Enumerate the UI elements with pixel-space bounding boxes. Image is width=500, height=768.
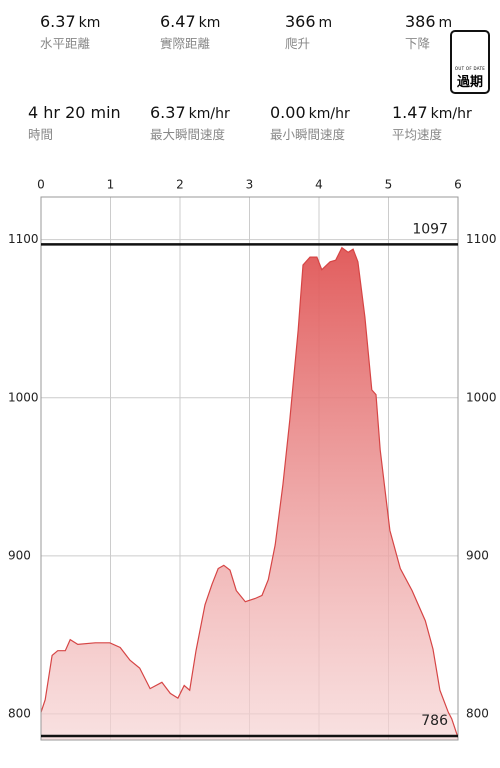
stat-value: 366 <box>285 12 316 31</box>
stat-label: 下降 <box>405 36 431 51</box>
x-tick-label: 5 <box>385 178 393 192</box>
stat: 6.37 km 水平距離 <box>40 12 100 52</box>
y2-tick-label: 1000 <box>466 390 497 404</box>
stat-label: 最小瞬間速度 <box>270 127 346 142</box>
stat-unit: km/hr <box>188 106 230 122</box>
y2-tick-label: 800 <box>466 706 489 720</box>
reference-label: 1097 <box>412 221 448 237</box>
stat-value: 6.37 <box>150 103 186 122</box>
elevation-area <box>41 247 458 740</box>
stat-unit: km/hr <box>430 106 472 122</box>
x-tick-label: 6 <box>454 178 462 192</box>
y-tick-label: 1100 <box>8 232 39 246</box>
elevation-line <box>40 246 459 738</box>
stat-label: 實際距離 <box>160 36 211 51</box>
stat-label: 平均速度 <box>392 127 443 142</box>
x-tick-label: 1 <box>107 178 115 192</box>
stat: 366 m 爬升 <box>285 12 332 52</box>
stat: 6.47 km 實際距離 <box>160 12 220 52</box>
x-tick-label: 3 <box>246 178 254 192</box>
stat-unit: km <box>78 15 101 31</box>
y-tick-label: 1000 <box>8 390 39 404</box>
x-tick-label: 0 <box>37 178 45 192</box>
stat-value: 4 hr 20 min <box>28 103 121 122</box>
stat-unit: km <box>198 15 221 31</box>
stat: 4 hr 20 min 時間 <box>28 103 121 143</box>
stat-unit: m <box>318 15 333 31</box>
stat-value: 0.00 <box>270 103 306 122</box>
stat-unit: km/hr <box>308 106 350 122</box>
stat-unit: m <box>438 15 453 31</box>
stat-label: 時間 <box>28 127 54 142</box>
y-tick-label: 900 <box>8 548 31 562</box>
stat-label: 最大瞬間速度 <box>150 127 226 142</box>
stat: 0.00 km/hr 最小瞬間速度 <box>270 103 350 143</box>
reference-label: 786 <box>421 713 448 729</box>
stat: 6.37 km/hr 最大瞬間速度 <box>150 103 230 143</box>
expired-badge: OUT OF DATE 過期 <box>450 30 490 94</box>
badge-small-text: OUT OF DATE <box>454 66 486 71</box>
stat-label: 水平距離 <box>40 36 91 51</box>
stat: 1.47 km/hr 平均速度 <box>392 103 472 143</box>
x-tick-label: 2 <box>176 178 184 192</box>
badge-text: 過期 <box>456 75 483 90</box>
y2-tick-label: 900 <box>466 548 489 562</box>
stat-label: 爬升 <box>285 36 311 51</box>
y2-tick-label: 1100 <box>466 232 497 246</box>
stat-value: 1.47 <box>392 103 428 122</box>
stat-value: 386 <box>405 12 436 31</box>
x-tick-label: 4 <box>315 178 323 192</box>
stat-value: 6.47 <box>160 12 196 31</box>
stat-value: 6.37 <box>40 12 76 31</box>
plot-border <box>40 196 459 741</box>
stat: 386 m 下降 <box>405 12 452 52</box>
y-tick-label: 800 <box>8 706 31 720</box>
